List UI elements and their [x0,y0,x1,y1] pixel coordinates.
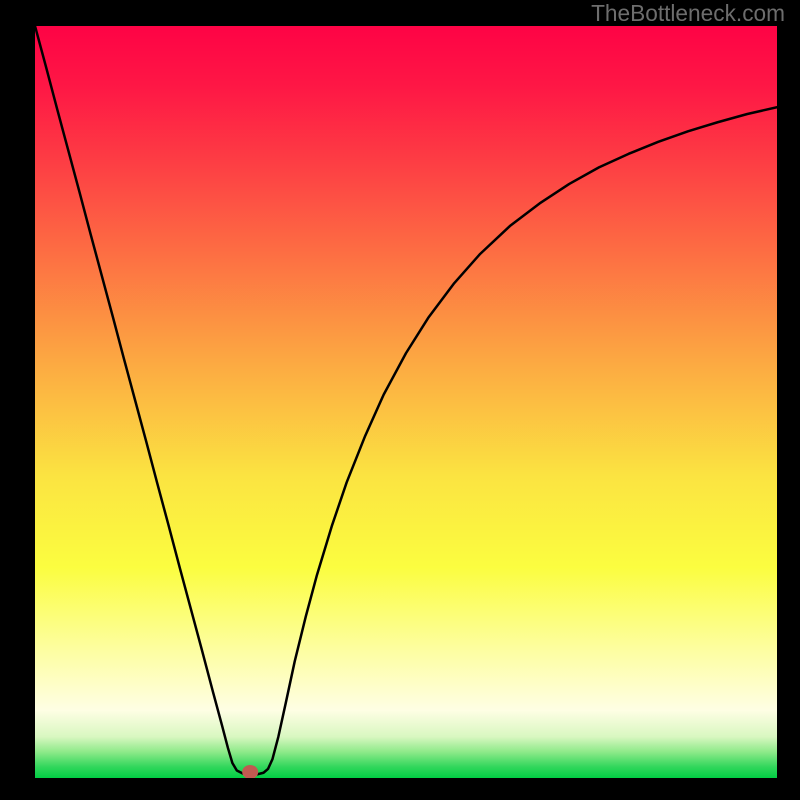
watermark-text: TheBottleneck.com [591,0,785,27]
minimum-marker-icon [242,765,258,778]
chart-plot-area [35,26,777,778]
curve-layer [35,26,777,778]
stage: TheBottleneck.com [0,0,800,800]
bottleneck-curve [35,26,777,774]
